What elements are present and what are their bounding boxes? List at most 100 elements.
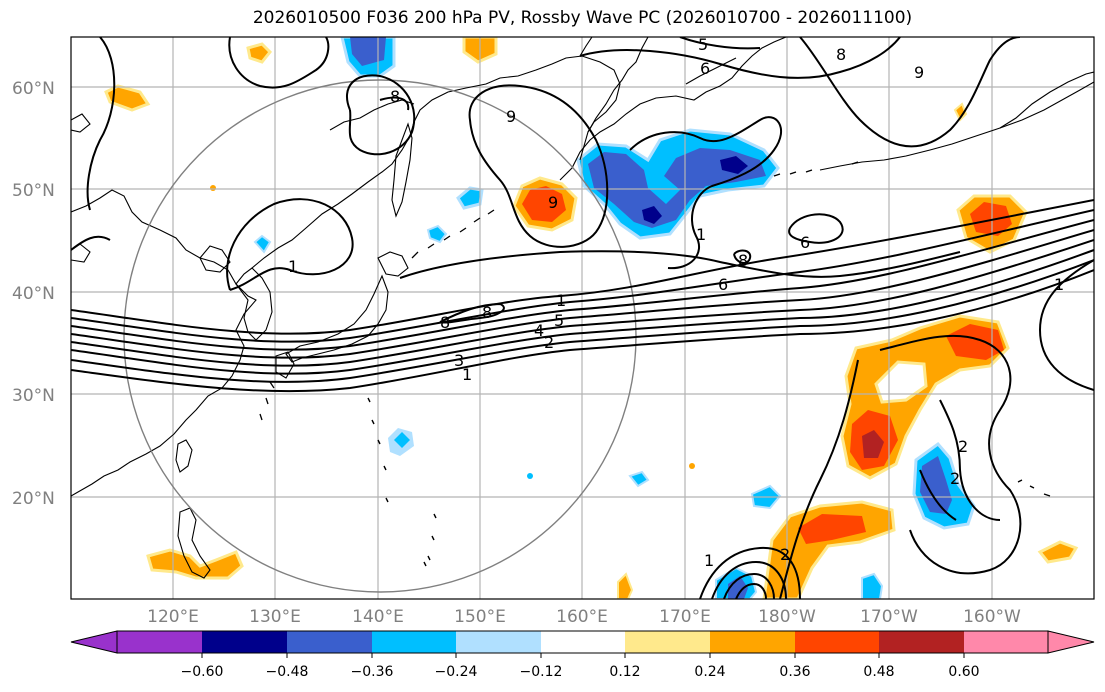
contour-label: 1 <box>462 365 472 384</box>
contour-label: 6 <box>800 233 810 252</box>
colorbar-tick-labels: −0.60 −0.48 −0.36 −0.24 −0.12 0.12 0.24 … <box>181 664 980 680</box>
lon-label: 180°W <box>758 607 816 627</box>
pv-shade-patch <box>946 324 1004 360</box>
lon-label: 150°E <box>454 607 506 627</box>
pv-shade-patch <box>246 42 273 64</box>
pv-shade-patch <box>1037 540 1079 564</box>
pv-contour-line <box>71 199 1094 335</box>
coastline-north-edge <box>579 37 593 57</box>
contour-label: 9 <box>914 63 924 82</box>
contour-label: 3 <box>454 351 464 370</box>
colorbar: −0.60 −0.48 −0.36 −0.24 −0.12 0.12 0.24 … <box>70 630 1095 680</box>
coastline-marianas <box>259 381 275 421</box>
pv-contour-line <box>71 249 1094 375</box>
lat-label: 30°N <box>12 386 55 406</box>
contour-label: 1 <box>556 291 566 310</box>
coastline-russia-far-east <box>251 55 621 269</box>
contour-label: 1 <box>704 551 714 570</box>
map-panel: 5 6 9 9 8 8 9 1 6 8 6 8 8 1 5 4 2 3 1 1 … <box>71 37 1094 599</box>
pv-shade-patch <box>527 473 533 479</box>
colorbar-tick-label: −0.24 <box>435 664 478 680</box>
pv-shade-patch <box>522 186 566 222</box>
pv-shade-patch <box>588 148 766 228</box>
contour-label: 9 <box>506 107 516 126</box>
colorbar-tick-label: −0.60 <box>181 664 224 680</box>
pv-contour-line <box>879 334 1022 575</box>
longitude-labels: 120°E 130°E 140°E 150°E 160°E 170°E 180°… <box>147 607 1021 627</box>
pv-shade-patch <box>689 463 695 469</box>
contour-label: 2 <box>544 333 554 352</box>
pv-contour-line <box>679 37 761 50</box>
coastline-hokkaido <box>377 251 409 277</box>
contour-label: 1 <box>288 257 298 276</box>
coastline-hawaii-islands <box>1017 479 1051 497</box>
pv-contour-line <box>71 259 1094 383</box>
pv-contours <box>71 37 1094 599</box>
coastlines <box>71 37 1094 579</box>
pv-shade-patch <box>642 206 662 224</box>
gridlines <box>71 37 1094 599</box>
pv-shade-patch <box>728 576 748 599</box>
coastline-east-siberia <box>685 57 737 85</box>
coastline-kamchatka <box>559 37 787 181</box>
contour-label: 8 <box>482 303 492 322</box>
coastline-honshu <box>285 274 389 363</box>
colorbar-segment <box>372 631 456 653</box>
pv-contour-line <box>939 399 1001 521</box>
contour-label: 2 <box>780 545 790 564</box>
pv-contour-line <box>468 84 609 248</box>
pv-shade-patch <box>920 456 952 514</box>
contour-label: 2 <box>950 469 960 488</box>
colorbar-segment <box>710 631 795 653</box>
pv-contour-line <box>345 74 416 156</box>
lon-label: 160°E <box>556 607 608 627</box>
colorbar-tick-label: −0.12 <box>520 664 563 680</box>
contour-label: 1 <box>696 225 706 244</box>
pv-contour-line <box>71 219 1094 351</box>
contour-label: 2 <box>958 437 968 456</box>
colorbar-tick-label: 0.12 <box>609 664 640 680</box>
colorbar-segment <box>964 631 1048 653</box>
colorbar-tick-label: 0.36 <box>779 664 810 680</box>
pv-shade-patch <box>953 102 968 122</box>
contour-label: 6 <box>718 275 728 294</box>
lat-label: 40°N <box>12 284 55 304</box>
pv-contour-line <box>71 209 1094 343</box>
colorbar-segment <box>879 631 964 653</box>
pv-contour-line <box>71 239 1094 367</box>
pv-shade-patch <box>426 224 448 244</box>
colorbar-segment <box>456 631 541 653</box>
lat-label: 60°N <box>12 79 55 99</box>
colorbar-segment <box>287 631 372 653</box>
colorbar-tick-label: −0.36 <box>351 664 394 680</box>
pv-contour-line <box>799 37 1021 148</box>
contour-label: 1 <box>1054 275 1064 294</box>
pv-contour-line <box>1038 259 1094 391</box>
coastline-taiwan <box>175 439 193 473</box>
pv-contour-line <box>711 560 787 599</box>
lon-label: 170°E <box>659 607 711 627</box>
coastline-bohai <box>199 245 231 273</box>
colorbar-segment <box>625 631 710 653</box>
pv-shade-patch <box>861 572 884 599</box>
pv-shade-patch <box>798 514 866 544</box>
pv-contour-line <box>439 302 505 324</box>
pv-shade-patch <box>720 156 748 174</box>
pv-shade-patch <box>350 37 386 66</box>
coastline-aleutians <box>773 161 859 177</box>
pv-contour-line <box>723 572 775 599</box>
pv-shade-patch <box>394 432 410 448</box>
pv-shade-patch <box>456 186 484 210</box>
pv-contour-line <box>629 116 783 270</box>
pv-contour-line <box>71 229 1094 359</box>
contour-label: 5 <box>554 311 564 330</box>
pv-contour-line <box>699 546 801 599</box>
contour-label: 4 <box>534 321 544 340</box>
pv-contour-line <box>226 198 354 291</box>
contour-label: 8 <box>836 45 846 64</box>
pv-contour-line <box>71 235 111 251</box>
pv-shade-patch <box>617 572 634 599</box>
colorbar-tick-label: 0.24 <box>694 664 725 680</box>
pv-contour-line <box>228 37 330 89</box>
contour-label: 8 <box>390 87 400 106</box>
